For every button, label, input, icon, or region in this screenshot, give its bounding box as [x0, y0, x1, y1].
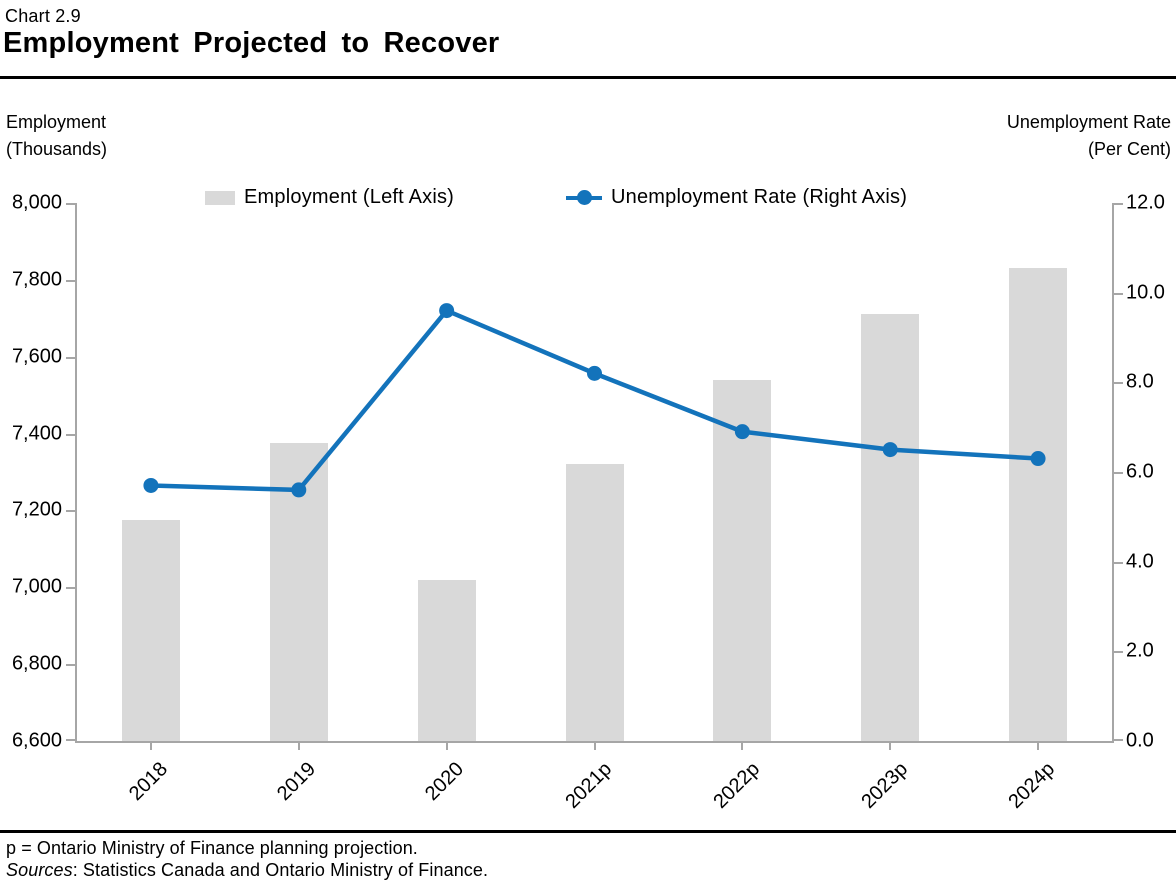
- unemployment-point-2023p: [882, 442, 898, 458]
- unemployment-point-2018: [143, 477, 159, 493]
- employment-bar-2024p: [1009, 268, 1068, 741]
- x-axis-tick: [445, 743, 448, 750]
- unemployment-point-2024p: [1030, 451, 1046, 467]
- chart-number: Chart 2.9: [5, 6, 81, 26]
- left-axis-tick-label: 7,800: [11, 268, 62, 291]
- left-axis-tick-label: 7,200: [11, 498, 62, 521]
- marker-dot: [576, 190, 592, 205]
- right-axis-tick: [1114, 561, 1123, 564]
- unemployment-point-2022p: [734, 424, 750, 440]
- x-axis-tick: [297, 743, 300, 750]
- legend-label-unemployment: Unemployment Rate (Right Axis): [611, 186, 908, 208]
- left-axis-tick-label: 7,000: [11, 575, 62, 598]
- left-axis-tick: [66, 356, 75, 359]
- legend-item-unemployment: Unemployment Rate (Right Axis): [566, 186, 907, 209]
- employment-bar-2023p: [861, 314, 920, 741]
- right-axis-tick: [1114, 651, 1123, 654]
- left-axis-tick: [66, 587, 75, 590]
- footnote-divider: [0, 830, 1176, 833]
- left-axis-unit-line1: Employment: [6, 112, 107, 132]
- plot-area: [66, 203, 1123, 750]
- unemployment-point-2020: [439, 303, 455, 319]
- right-axis-tick-label: 8.0: [1126, 370, 1154, 393]
- sources-text: : Statistics Canada and Ontario Ministry…: [72, 860, 489, 880]
- right-axis-tick: [1114, 739, 1123, 741]
- left-axis-tick-label: 8,000: [11, 191, 62, 214]
- x-axis-label-2018: 2018: [125, 758, 173, 806]
- x-axis-tick: [889, 743, 892, 750]
- x-axis-label-2023p: 2023p: [856, 758, 912, 813]
- left-axis-tick-label: 7,400: [11, 422, 62, 445]
- right-axis-unit-line2: (Per Cent): [1087, 139, 1171, 159]
- employment-bar-2021p: [565, 464, 624, 741]
- title-divider: [0, 76, 1176, 79]
- x-axis-label-2022p: 2022p: [709, 758, 764, 813]
- x-axis-label-2019: 2019: [273, 758, 321, 806]
- x-axis-label-2024p: 2024p: [1004, 758, 1060, 813]
- employment-bar-2018: [121, 520, 180, 741]
- left-axis-unit-label: Employment (Thousands): [6, 109, 107, 163]
- left-axis-tick: [66, 510, 75, 513]
- sources-word: Sources: [6, 860, 73, 880]
- left-axis-tick: [66, 664, 75, 667]
- x-axis-label-2020: 2020: [421, 758, 469, 806]
- right-axis-tick-label: 2.0: [1126, 639, 1154, 662]
- right-axis-tick-label: 10.0: [1126, 281, 1165, 304]
- left-axis-tick-label: 6,800: [11, 652, 62, 675]
- x-axis-tick-labels: 2018 2019 2020 2021p 2022p 2023p 2024p: [75, 752, 1110, 822]
- left-axis-tick-label: 6,600: [11, 729, 62, 752]
- right-axis-tick: [1114, 292, 1123, 295]
- right-axis-unit-line1: Unemployment Rate: [1006, 112, 1171, 132]
- chart-title: Employment Projected to Recover: [3, 27, 500, 59]
- footnote-sources: Sources: Statistics Canada and Ontario M…: [6, 860, 488, 881]
- footnote-projection: p = Ontario Ministry of Finance planning…: [6, 838, 418, 858]
- unemployment-line: [150, 307, 1039, 493]
- x-axis-label-2021p: 2021p: [561, 758, 617, 813]
- unemployment-point-2021p: [587, 365, 602, 381]
- x-axis-tick: [1037, 743, 1040, 750]
- x-axis-tick: [741, 743, 744, 750]
- unemployment-point-2019: [291, 482, 307, 498]
- x-axis-tick: [149, 743, 152, 750]
- left-axis-unit-line2: (Thousands): [6, 139, 108, 159]
- unemployment-line-marker-icon: [566, 190, 602, 205]
- unemployment-line-series: [143, 303, 1046, 498]
- left-axis-tick: [66, 739, 75, 741]
- right-axis-tick-label: 0.0: [1126, 729, 1154, 752]
- right-axis-tick-label: 12.0: [1126, 191, 1165, 214]
- left-axis-tick-labels: 8,000 7,800 7,600 7,400 7,200 7,000 6,800 6,600: [0, 192, 62, 752]
- legend: Employment (Left Axis) Unemployment Rate…: [0, 186, 1176, 216]
- legend-item-employment: Employment (Left Axis): [205, 186, 454, 209]
- legend-label-employment: Employment (Left Axis): [244, 186, 455, 208]
- right-axis-tick-labels: 12.0 10.0 8.0 6.0 4.0 2.0 0.0: [1126, 192, 1176, 752]
- right-axis-tick: [1114, 382, 1123, 385]
- right-axis-unit-label: Unemployment Rate (Per Cent): [1007, 109, 1171, 163]
- employment-bar-2022p: [713, 379, 772, 741]
- right-axis-tick: [1114, 203, 1123, 205]
- left-axis-tick: [66, 433, 75, 436]
- right-axis-tick-label: 6.0: [1126, 460, 1154, 483]
- left-axis-tick-label: 7,600: [11, 345, 62, 368]
- left-axis-tick: [66, 279, 75, 282]
- x-axis-tick: [593, 743, 596, 750]
- right-axis-tick: [1114, 472, 1123, 474]
- employment-bar-2020: [417, 579, 476, 741]
- right-axis-tick-label: 4.0: [1126, 550, 1154, 573]
- employment-bar-swatch-icon: [205, 190, 235, 205]
- left-axis-tick: [66, 203, 75, 205]
